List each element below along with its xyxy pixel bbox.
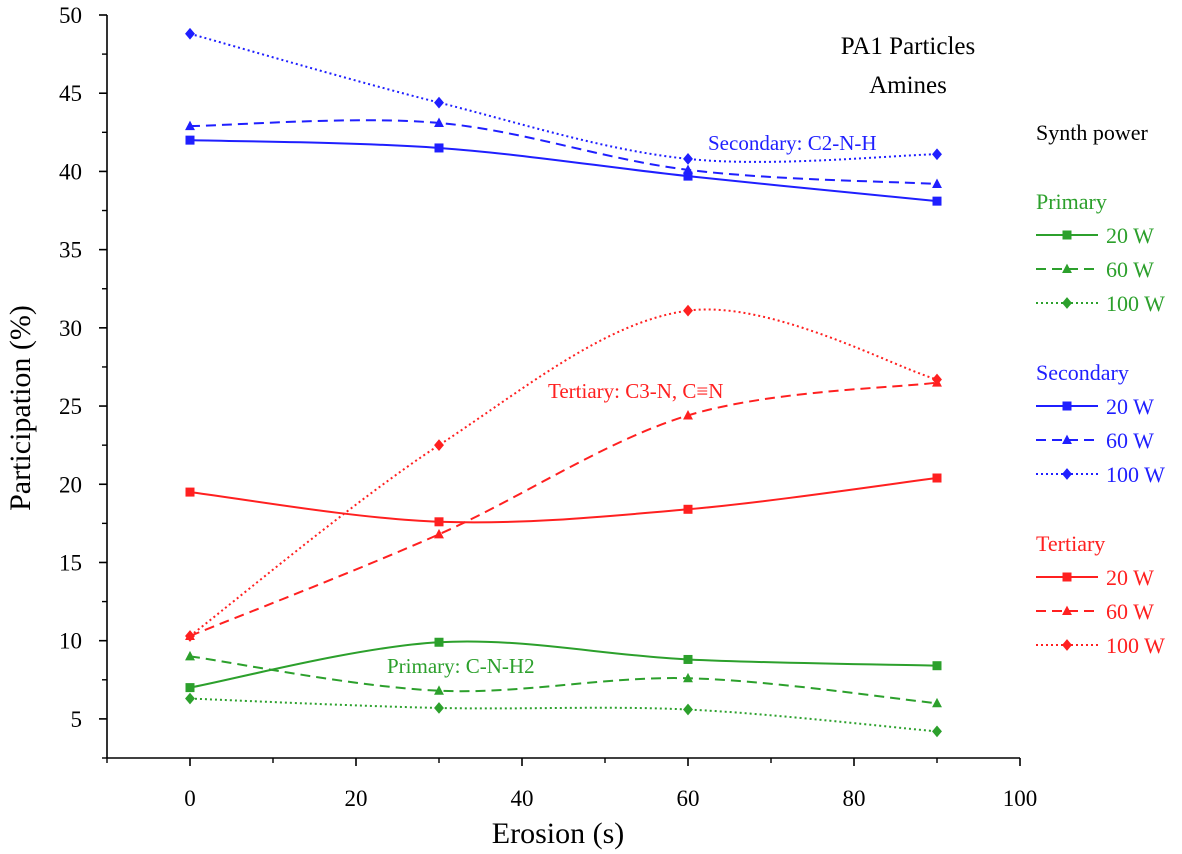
legend-entry-label: 60 W	[1106, 599, 1154, 624]
annotation-tertiary: Tertiary: C3-N, C≡N	[548, 379, 723, 403]
data-point-marker	[932, 148, 942, 161]
data-point-marker	[683, 504, 693, 514]
chart-title: PA1 Particles	[841, 33, 976, 60]
legend-entry-label: 100 W	[1106, 462, 1165, 487]
y-tick-label: 5	[71, 707, 83, 732]
chart-subtitle: Amines	[869, 72, 947, 99]
legend-group-tertiary: Tertiary	[1036, 531, 1105, 556]
y-axis-label: Participation (%)	[4, 305, 37, 511]
series-line-secondary-100w	[189, 32, 938, 163]
x-tick-label: 100	[1003, 786, 1038, 811]
series-line-primary-20w	[189, 640, 938, 689]
data-point-marker	[185, 683, 195, 693]
series-line-tertiary-100w	[189, 308, 938, 637]
legend-marker	[1062, 230, 1072, 240]
legend-marker	[1062, 263, 1072, 274]
data-point-marker	[932, 725, 942, 738]
x-tick-label: 60	[677, 786, 700, 811]
y-tick-label: 45	[59, 81, 82, 106]
y-tick-label: 15	[59, 550, 82, 575]
series-line-secondary-60w	[189, 119, 938, 185]
legend-entry-label: 100 W	[1106, 633, 1165, 658]
y-tick-label: 25	[59, 394, 82, 419]
data-point-marker	[932, 196, 942, 206]
legend-entry-label: 20 W	[1106, 565, 1154, 590]
series-line-primary-100w	[189, 697, 938, 733]
legend-marker	[1062, 401, 1072, 411]
x-tick-label: 0	[184, 786, 196, 811]
legend-entry-label: 100 W	[1106, 291, 1165, 316]
legend-group-secondary: Secondary	[1036, 360, 1129, 385]
data-point-marker	[185, 120, 195, 131]
data-point-marker	[683, 164, 693, 174]
data-point-marker	[683, 304, 693, 317]
data-point-marker	[434, 517, 444, 527]
x-tick-label: 20	[345, 786, 368, 811]
data-point-marker	[932, 697, 942, 708]
data-point-marker	[434, 528, 444, 539]
y-tick-label: 10	[59, 629, 82, 654]
legend-marker	[1062, 639, 1072, 651]
y-tick-label: 30	[59, 316, 82, 341]
legend-marker	[1062, 605, 1072, 616]
legend-marker	[1062, 434, 1072, 445]
data-point-marker	[434, 702, 444, 714]
series-line-tertiary-60w	[189, 381, 938, 637]
data-point-marker	[185, 650, 195, 661]
data-point-marker	[185, 487, 195, 497]
legend-entry-label: 20 W	[1106, 223, 1154, 248]
x-ticks: 0 20 40 60 80 100	[106, 758, 1038, 811]
series-line-primary-60w	[189, 655, 938, 705]
legend-group-primary: Primary	[1036, 189, 1107, 214]
annotation-primary: Primary: C-N-H2	[387, 654, 535, 678]
data-point-marker	[185, 135, 195, 145]
data-point-marker	[683, 654, 693, 664]
legend-entry-label: 60 W	[1106, 257, 1154, 282]
x-tick-label: 40	[511, 786, 534, 811]
series-line-tertiary-20w	[189, 477, 938, 524]
data-point-marker	[434, 637, 444, 647]
y-tick-label: 20	[59, 472, 82, 497]
data-point-marker	[683, 171, 693, 181]
legend-marker	[1062, 297, 1072, 309]
data-point-marker	[932, 178, 942, 188]
y-tick-label: 35	[59, 238, 82, 263]
data-point-marker	[185, 692, 195, 705]
x-axis-label: Erosion (s)	[492, 817, 624, 850]
x-tick-label: 80	[843, 786, 866, 811]
data-point-marker	[185, 630, 195, 642]
series-line-secondary-20w	[189, 139, 938, 203]
legend-entry-label: 60 W	[1106, 428, 1154, 453]
legend-title: Synth power	[1036, 120, 1149, 145]
legend: Primary 20 W 60 W 100 W Secondary 20 W 60 W 100…	[1036, 189, 1165, 658]
annotation-secondary: Secondary: C2-N-H	[708, 131, 877, 155]
data-point-marker	[434, 117, 444, 127]
data-point-marker	[434, 96, 444, 109]
data-point-marker	[683, 410, 693, 420]
plot-area: 0 20 40 60 80 100 5 10 15 20 25 30 35 40 45 50	[59, 3, 1037, 811]
data-point-marker	[434, 143, 444, 153]
data-point-marker	[683, 672, 693, 683]
data-point-marker	[434, 439, 444, 452]
series-layer	[185, 27, 942, 738]
y-ticks: 5 10 15 20 25 30 35 40 45 50	[59, 3, 107, 759]
y-tick-label: 40	[59, 159, 82, 184]
data-point-marker	[683, 703, 693, 716]
data-point-marker	[932, 473, 942, 483]
legend-entry-label: 20 W	[1106, 394, 1154, 419]
y-tick-label: 50	[59, 3, 82, 28]
legend-marker	[1062, 468, 1072, 480]
data-point-marker	[683, 153, 693, 165]
data-point-marker	[185, 27, 195, 40]
data-point-marker	[932, 661, 942, 671]
legend-marker	[1062, 572, 1072, 582]
data-point-marker	[932, 373, 942, 386]
data-point-marker	[434, 685, 444, 695]
